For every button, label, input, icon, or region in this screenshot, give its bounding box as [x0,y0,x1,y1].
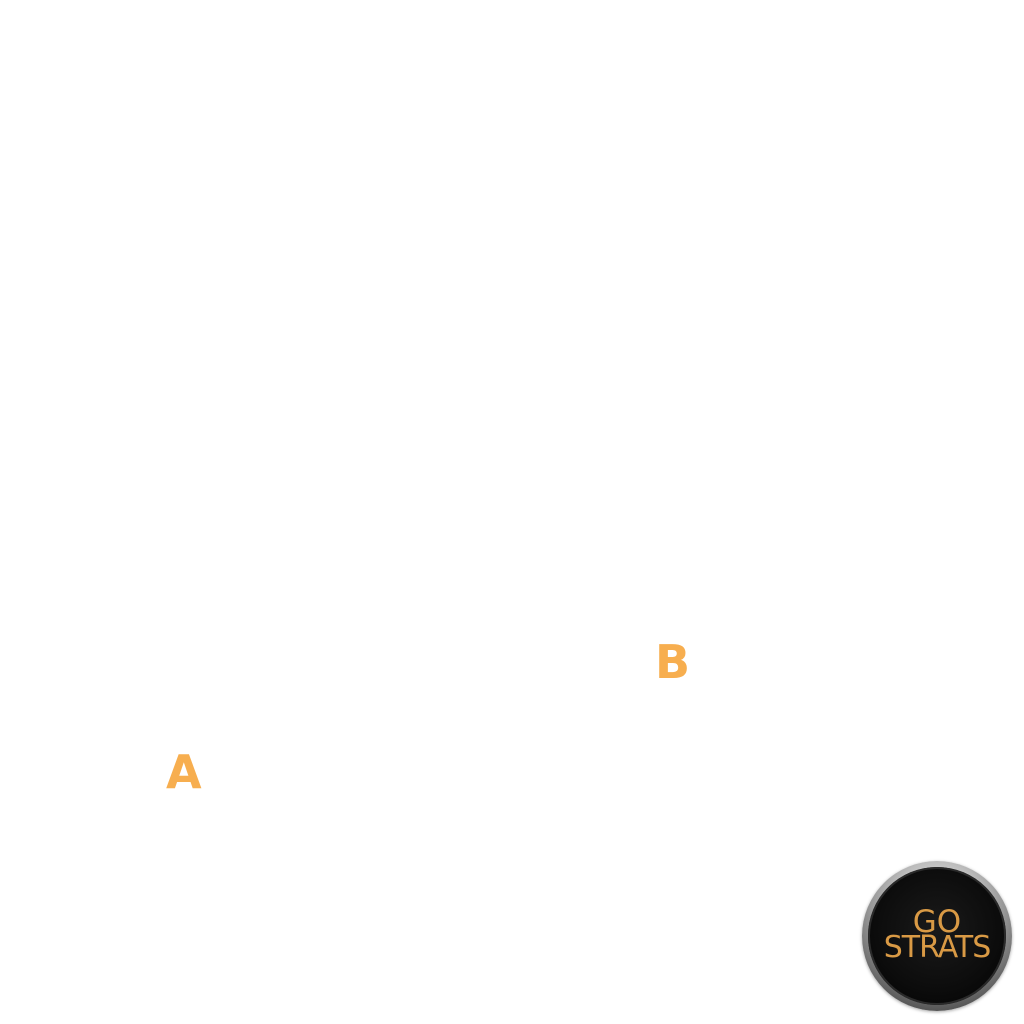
logo-badge: GO STRATS [868,867,1006,1005]
site-b-label: B [655,635,691,689]
gostrats-logo: GO STRATS [862,861,1012,1011]
logo-text-strats: STRATS [883,930,992,965]
site-a-label: A [166,745,202,799]
logo-text-go: GO [912,904,962,940]
